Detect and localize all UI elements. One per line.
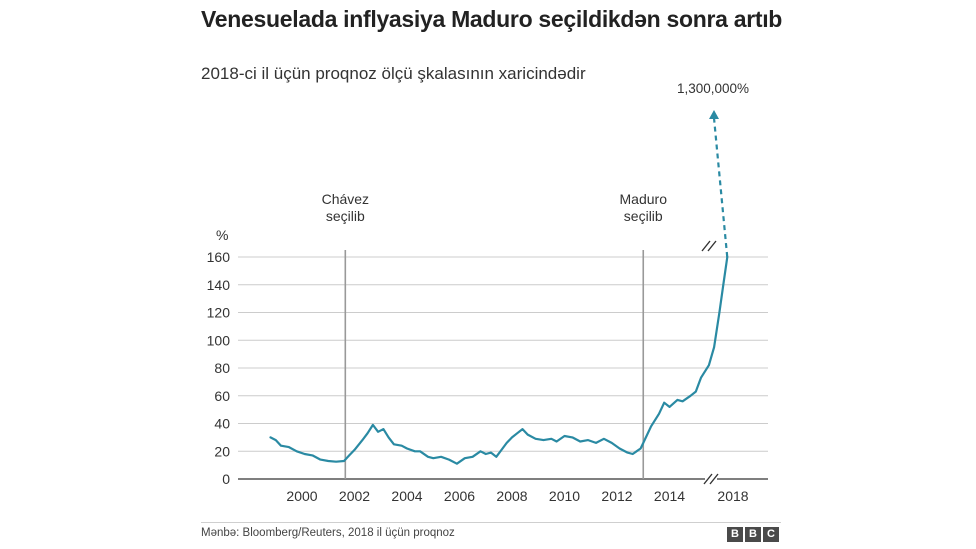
x-tick-label: 2008: [496, 488, 527, 504]
series-lines: [269, 255, 729, 465]
y-tick-label: 120: [207, 305, 231, 321]
axis-break-gap: [705, 474, 717, 484]
x-tick-label: 2006: [444, 488, 475, 504]
forecast-arrow: 1,300,000%: [677, 81, 749, 258]
x-tick-label: 2018: [717, 488, 748, 504]
y-tick-label: 40: [214, 416, 230, 432]
chart-title: Venesuelada inflyasiya Maduro seçildikdə…: [201, 6, 783, 32]
y-axis: 0 20 40 60 80 100 120 140 160%: [207, 227, 231, 487]
x-tick-label: 2012: [601, 488, 632, 504]
axis-break-gap: [703, 241, 715, 251]
forecast-arrowhead: [709, 110, 719, 119]
x-tick-label: 2002: [339, 488, 370, 504]
y-tick-label: 160: [207, 249, 231, 265]
y-tick-label: 80: [214, 360, 230, 376]
footer-divider: [201, 522, 781, 523]
event-label: seçilib: [624, 208, 663, 224]
axis-breaks: [701, 240, 719, 485]
y-tick-label: 100: [207, 332, 231, 348]
x-tick-label: 2000: [286, 488, 317, 504]
axis-break-mark: [701, 240, 711, 252]
axis-break-mark: [703, 473, 713, 485]
bbc-logo-letter: C: [763, 527, 779, 542]
y-axis-unit: %: [216, 227, 228, 243]
axis-break-mark: [707, 240, 717, 252]
y-tick-label: 60: [214, 388, 230, 404]
x-tick-label: 2010: [549, 488, 580, 504]
x-axis: 2000 2002 2004 2006 2008 2010 2012 2014 2018: [286, 488, 748, 504]
series-line: [269, 255, 729, 465]
event-label: Maduro: [620, 191, 668, 207]
axis-break-mark: [709, 473, 719, 485]
y-tick-label: 0: [222, 471, 230, 487]
event-label: seçilib: [326, 208, 365, 224]
bbc-logo: B B C: [727, 527, 779, 542]
bbc-logo-letter: B: [727, 527, 743, 542]
grid-lines: [238, 256, 768, 480]
y-tick-label: 140: [207, 277, 231, 293]
chart-subtitle: 2018-ci il üçün proqnoz ölçü şkalasının …: [201, 64, 586, 83]
source-note: Mənbə: Bloomberg/Reuters, 2018 il üçün p…: [201, 527, 455, 539]
bbc-logo-letter: B: [745, 527, 761, 542]
x-tick-label: 2004: [391, 488, 422, 504]
y-tick-label: 20: [214, 443, 230, 459]
event-label: Chávez: [322, 191, 369, 207]
forecast-label: 1,300,000%: [677, 81, 749, 96]
forecast-line: [712, 117, 729, 258]
x-tick-label: 2014: [654, 488, 685, 504]
